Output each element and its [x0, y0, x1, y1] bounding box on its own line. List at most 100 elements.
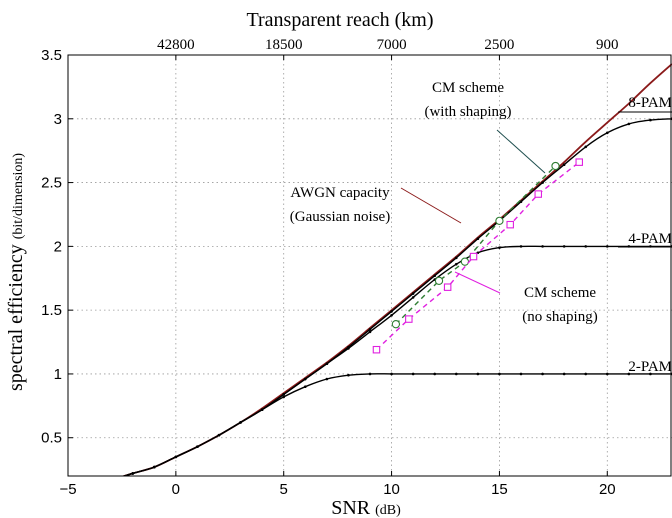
data-point: [325, 377, 329, 381]
x-tick-label: 0: [172, 481, 180, 498]
y-tick-label: 3.5: [41, 47, 62, 64]
data-point: [454, 372, 458, 376]
data-point: [196, 445, 199, 448]
data-point: [627, 122, 631, 126]
data-point: [605, 372, 609, 376]
series-2-pam: [88, 372, 672, 487]
series-line: [121, 245, 672, 476]
y-tick-label: 1: [54, 366, 62, 383]
top-tick-label: 18500: [265, 37, 303, 53]
data-point: [434, 276, 444, 285]
annotation-pam4: 4-PAM: [628, 231, 672, 247]
data-point: [405, 315, 413, 323]
x-tick-label: 5: [280, 481, 288, 498]
data-point: [303, 385, 307, 388]
data-point: [498, 246, 501, 249]
data-point: [260, 408, 264, 411]
cm-noshaping-leader: [454, 271, 501, 294]
data-point: [454, 262, 458, 266]
x-tick-label: 20: [599, 481, 616, 498]
data-point: [390, 372, 393, 376]
y-axis-label: spectral efficiency: [5, 244, 27, 391]
data-point: [152, 465, 156, 469]
annotation-line: CM scheme: [524, 285, 596, 301]
annotation-line: AWGN capacity: [290, 185, 390, 201]
plot-frame: [67, 54, 672, 477]
data-point: [391, 320, 401, 329]
data-point: [347, 345, 350, 349]
data-point: [562, 245, 566, 248]
top-tick-label: 900: [596, 37, 619, 53]
y-tick-label: 2: [54, 238, 62, 255]
annotation-line: (no shaping): [522, 309, 597, 325]
data-point: [88, 484, 91, 487]
series-layer: [88, 63, 672, 487]
data-point: [562, 372, 566, 376]
data-point: [372, 345, 381, 354]
data-point: [575, 158, 583, 166]
data-point: [541, 372, 544, 376]
data-point: [495, 216, 504, 225]
top-tick-label: 42800: [157, 37, 195, 53]
series-awgn-capacity: [121, 63, 672, 476]
x-tick-label: 10: [383, 481, 400, 498]
annotation-line: (with shaping): [424, 104, 511, 120]
data-point: [88, 484, 91, 487]
data-point: [476, 372, 480, 376]
series-cm-scheme-no-shaping: [372, 158, 583, 354]
data-point: [110, 479, 113, 482]
y-tick-label: 0.5: [41, 430, 62, 447]
data-point: [411, 296, 415, 299]
data-point: [551, 161, 560, 171]
data-point: [649, 118, 652, 122]
annotation-pam8: 8-PAM: [628, 95, 672, 111]
annotation-pam2: 2-PAM: [628, 359, 672, 375]
axes-layer: −5 0 5 10 15 20 0.5 1 1.5 2 2.5 3 3.5 42800 18500 7000 2…: [41, 37, 618, 498]
y-tick-label: 2.5: [41, 175, 62, 192]
data-point: [368, 372, 372, 376]
data-point: [562, 163, 566, 167]
data-point: [454, 256, 458, 260]
top-tick-label: 7000: [377, 37, 407, 53]
data-point: [469, 252, 478, 261]
data-point: [443, 283, 452, 291]
annotation-awgn: AWGN capacity (Gaussian noise): [290, 185, 390, 225]
data-point: [476, 237, 480, 241]
data-point: [368, 327, 372, 331]
cm-shaping-leader: [496, 129, 546, 174]
y-tick-label: 3: [54, 111, 62, 128]
data-point: [605, 245, 609, 248]
data-point: [239, 421, 242, 424]
data-point: [460, 257, 470, 266]
data-point: [584, 145, 588, 149]
annotation-line: CM scheme: [432, 80, 504, 96]
awgn-leader: [400, 187, 462, 224]
data-point: [174, 455, 178, 459]
data-point: [282, 393, 286, 396]
annotation-line: 8-PAM: [628, 95, 672, 111]
data-point: [519, 245, 523, 248]
y-tick-label: 1.5: [41, 302, 62, 319]
x-tick-label: −5: [59, 481, 76, 498]
data-point: [88, 484, 91, 487]
grid: [68, 55, 672, 476]
y-axis-unit: (bit/dimension): [11, 153, 26, 240]
top-tick-label: 2500: [484, 37, 514, 53]
series-4-pam: [88, 245, 672, 487]
x-axis-label: SNR: [331, 497, 371, 518]
annotation-layer: AWGN capacity (Gaussian noise) CM scheme (w…: [290, 80, 672, 375]
series-line: [121, 63, 672, 476]
x-tick-label: 15: [491, 481, 508, 498]
data-point: [519, 372, 523, 376]
data-point: [347, 373, 350, 377]
data-point: [217, 433, 221, 437]
x-axis-unit: (dB): [375, 503, 401, 518]
data-point: [368, 330, 372, 334]
data-point: [605, 131, 609, 135]
data-point: [411, 292, 415, 295]
series-cm-scheme-with-shaping: [391, 161, 560, 329]
data-point: [411, 372, 415, 376]
annotation-line: 4-PAM: [628, 231, 672, 247]
series-8-pam: [88, 117, 672, 487]
